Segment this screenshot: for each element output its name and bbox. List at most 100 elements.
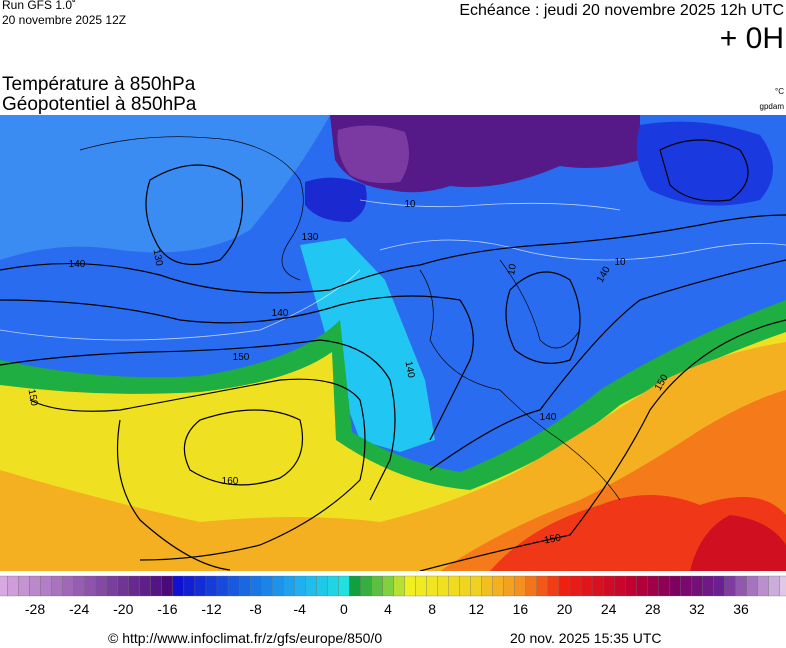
colorbar-tick-label: -4 (294, 601, 307, 617)
contour-label: 140 (403, 360, 417, 379)
colorbar-tick-label: 16 (513, 601, 529, 617)
colorbar-swatch (249, 575, 262, 597)
colorbar-swatch (260, 575, 273, 597)
colorbar-swatch (216, 575, 229, 597)
colorbar-swatch (7, 575, 19, 597)
colorbar-swatch (669, 575, 681, 597)
cold-pool (305, 177, 367, 222)
colorbar-swatch (503, 575, 516, 597)
contour-label: 140 (69, 259, 86, 270)
colorbar-tick-label: 24 (601, 601, 617, 617)
colorbar-swatch (349, 575, 361, 597)
offset: + 0H (720, 22, 784, 55)
coastline (79, 136, 304, 281)
isotherm (379, 239, 786, 261)
cold-pool (636, 121, 773, 206)
coastline (419, 269, 621, 501)
contour-label: 10 (614, 257, 626, 268)
colorbar-swatch (437, 575, 449, 597)
arctic-cold (330, 115, 640, 193)
colorbar-swatch (481, 575, 493, 597)
geopotential-contour (0, 339, 396, 501)
colorbar-swatch (724, 575, 736, 597)
contour-label: 130 (151, 248, 165, 267)
colorbar-swatch (547, 575, 560, 597)
colorbar-tick-label: 36 (733, 601, 749, 617)
colorbar-swatch (448, 575, 460, 597)
colorbar-tick-label: 12 (468, 601, 484, 617)
colorbar-swatch (514, 575, 527, 597)
colorbar-swatch (602, 575, 615, 597)
colorbar-swatch (735, 575, 747, 597)
colorbar-tick-label: 4 (384, 601, 392, 617)
colorbar-swatch (272, 575, 284, 597)
colorbar-swatch (0, 575, 8, 597)
colorbar-swatch (150, 575, 163, 597)
title-temperature: Température à 850hPa (2, 74, 196, 95)
colorbar: -28 -24 -20 -16 -12 -8 -4 0 4 8 12 16 20 24 28 32 36 (0, 575, 786, 617)
colorbar-swatch (702, 575, 714, 597)
colorbar-swatch (382, 575, 394, 597)
geopotential-contour (419, 319, 786, 571)
colorbar-swatch (713, 575, 725, 597)
colorbar-tick-label: -28 (25, 601, 45, 617)
geopotential-contour (505, 271, 581, 364)
contour-label: 160 (222, 476, 239, 487)
colorbar-swatch (768, 575, 780, 597)
colorbar-swatch (238, 575, 251, 597)
geopotential-contour (0, 295, 474, 441)
title-geopotential: Géopotentiel à 850hPa (2, 94, 197, 115)
contour-label: 140 (272, 308, 289, 319)
colorbar-swatch (40, 575, 52, 597)
isotherm (359, 199, 621, 211)
footer-timestamp: 20 nov. 2025 15:35 UTC (510, 630, 662, 646)
colorbar-swatch (172, 575, 185, 597)
contour-label: 150 (26, 388, 40, 407)
colorbar-tick-label: 20 (557, 601, 573, 617)
unit-temperature: °C (775, 87, 784, 96)
colorbar-tick-label: 8 (428, 601, 436, 617)
contour-label: 140 (540, 412, 557, 423)
colorbar-swatch (84, 575, 96, 597)
colorbar-swatch (613, 575, 626, 597)
colorbar-swatch (680, 575, 692, 597)
colorbar-tick-label: 28 (645, 601, 661, 617)
geopotential-contour (116, 419, 231, 571)
geopotential-contour (659, 139, 749, 202)
coastline (499, 259, 581, 349)
footer-url: © http://www.infoclimat.fr/z/gfs/europe/… (108, 630, 382, 646)
geopotential-contour (145, 164, 244, 266)
contour-label: 150 (543, 533, 562, 547)
colorbar-swatch (360, 575, 372, 597)
colorbar-swatch (205, 575, 218, 597)
geopotential-contour (29, 378, 366, 561)
colorbar-swatch (415, 575, 427, 597)
colorbar-tick-label: 0 (340, 601, 348, 617)
colorbar-swatch (404, 575, 416, 597)
colorbar-swatch (470, 575, 482, 597)
colorbar-swatch (227, 575, 240, 597)
colorbar-tick-label: -20 (113, 601, 133, 617)
geopotential-contour (0, 214, 786, 294)
colorbar-swatch (18, 575, 30, 597)
run-label: Run GFS 1.0˚ (2, 0, 76, 12)
colorbar-swatch (393, 575, 405, 597)
colorbar-swatch (536, 575, 549, 597)
cold-area (0, 115, 330, 260)
greenland-cold (337, 125, 409, 184)
unit-geopotential: gpdam (760, 102, 785, 111)
colorbar-swatch (128, 575, 140, 597)
colorbar-swatch (294, 575, 306, 597)
contour-label: 10 (506, 263, 519, 276)
colorbar-swatch (327, 575, 339, 597)
colorbar-swatch (283, 575, 295, 597)
contour-label: 130 (302, 232, 319, 243)
colorbar-swatch (591, 575, 604, 597)
colorbar-swatch (29, 575, 41, 597)
colorbar-swatch (636, 575, 648, 597)
echeance: Echéance : jeudi 20 novembre 2025 12h UT… (459, 2, 784, 19)
colorbar-swatch (183, 575, 196, 597)
colorbar-swatch (73, 575, 85, 597)
colorbar-swatch (338, 575, 350, 597)
